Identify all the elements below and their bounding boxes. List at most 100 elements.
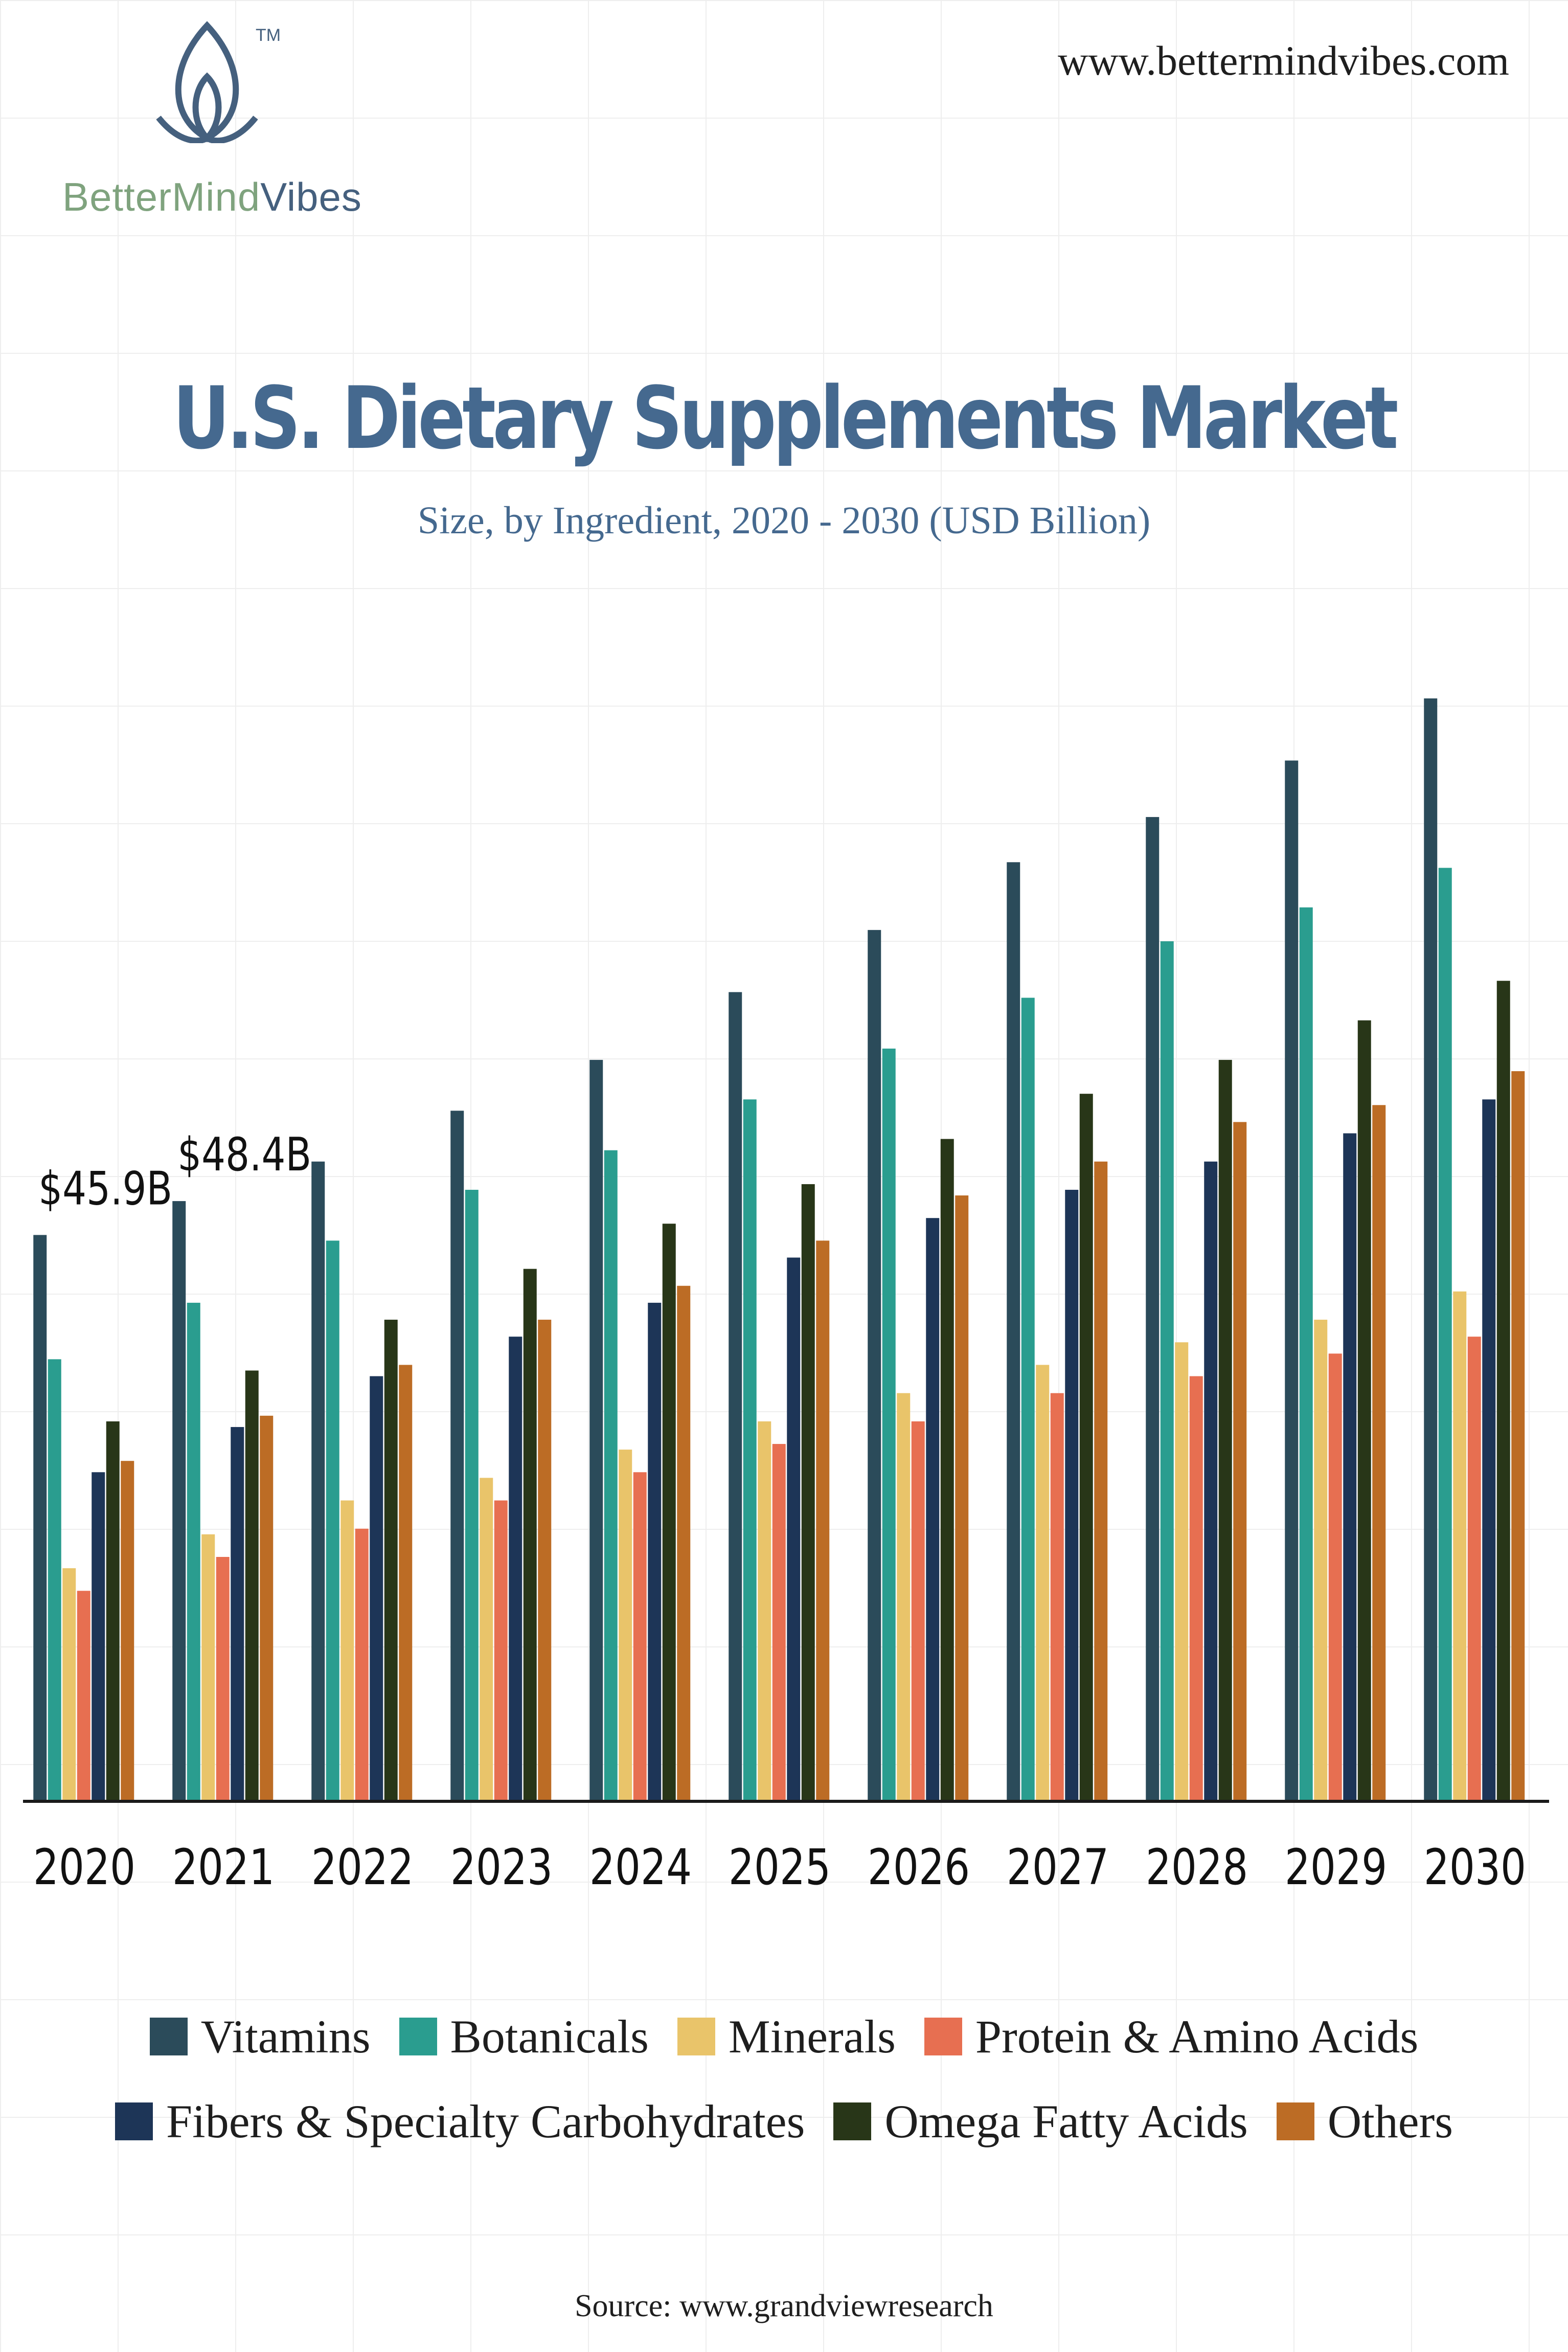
bar bbox=[187, 1302, 200, 1800]
legend-swatch bbox=[833, 2102, 872, 2140]
bar bbox=[340, 1500, 354, 1800]
x-tick-label: 2020 bbox=[33, 1839, 135, 1896]
x-tick-label: 2021 bbox=[172, 1839, 275, 1896]
bar bbox=[911, 1421, 925, 1800]
bar bbox=[589, 1059, 603, 1800]
legend-swatch bbox=[677, 2018, 715, 2055]
website-url: www.bettermindvibes.com bbox=[1058, 37, 1509, 84]
chart-legend: Vitamins Botanicals Minerals Protein & Amin… bbox=[0, 2009, 1568, 2179]
legend-label: Botanicals bbox=[450, 2010, 649, 2063]
bar bbox=[1189, 1376, 1203, 1800]
legend-swatch bbox=[399, 2018, 437, 2055]
bar bbox=[384, 1320, 398, 1800]
legend-swatch bbox=[149, 2018, 188, 2055]
bar bbox=[897, 1393, 911, 1800]
x-tick-label: 2030 bbox=[1424, 1839, 1526, 1896]
bar-chart: 2020 2021 2022 2023 2024 2025 2026 2027 2028 2029… bbox=[23, 698, 1549, 1896]
bar bbox=[882, 1048, 896, 1800]
chart-title: U.S. Dietary Supplements Market bbox=[172, 368, 1399, 468]
bar bbox=[1496, 981, 1510, 1800]
x-tick-label: 2026 bbox=[868, 1839, 970, 1896]
bar bbox=[33, 1235, 47, 1800]
legend-label: Minerals bbox=[728, 2010, 896, 2063]
bar bbox=[1204, 1161, 1218, 1800]
bar bbox=[1314, 1320, 1328, 1800]
bar bbox=[538, 1320, 552, 1800]
bar bbox=[1285, 760, 1299, 1800]
bar bbox=[1343, 1133, 1357, 1800]
bar bbox=[77, 1591, 90, 1800]
bar bbox=[1424, 698, 1438, 1800]
bar bbox=[1438, 868, 1452, 1800]
x-tick-label: 2027 bbox=[1007, 1839, 1109, 1896]
bar bbox=[1467, 1337, 1481, 1800]
bar bbox=[326, 1240, 339, 1800]
bar bbox=[399, 1365, 413, 1800]
bar bbox=[633, 1472, 647, 1800]
bar bbox=[494, 1500, 508, 1800]
bar bbox=[1079, 1094, 1093, 1800]
bar bbox=[48, 1359, 61, 1800]
bar bbox=[787, 1257, 801, 1800]
bar bbox=[1233, 1122, 1247, 1800]
bar bbox=[121, 1461, 134, 1800]
legend-label: Fibers & Specialty Carbohydrates bbox=[166, 2095, 805, 2147]
x-tick-label: 2029 bbox=[1285, 1839, 1387, 1896]
bar bbox=[1021, 998, 1035, 1800]
bar bbox=[1175, 1342, 1189, 1800]
bar bbox=[926, 1218, 940, 1800]
bar bbox=[92, 1472, 105, 1800]
bar bbox=[260, 1415, 274, 1800]
x-tick-label: 2023 bbox=[450, 1839, 553, 1896]
bar bbox=[245, 1370, 259, 1800]
legend-row: Fibers & Specialty Carbohydrates Omega Fa… bbox=[0, 2094, 1568, 2149]
bar bbox=[1036, 1365, 1050, 1800]
bar bbox=[677, 1285, 691, 1800]
x-tick-label: 2028 bbox=[1146, 1839, 1248, 1896]
legend-item: Protein & Amino Acids bbox=[924, 2009, 1418, 2064]
bar bbox=[955, 1195, 969, 1800]
legend-swatch bbox=[924, 2018, 962, 2055]
bar bbox=[355, 1528, 369, 1800]
bar bbox=[868, 930, 881, 1800]
legend-row: Vitamins Botanicals Minerals Protein & Amin… bbox=[0, 2009, 1568, 2064]
bar bbox=[1094, 1161, 1108, 1800]
bar bbox=[1482, 1099, 1496, 1800]
legend-label: Others bbox=[1327, 2095, 1453, 2147]
logo-word-accent: Vibes bbox=[260, 174, 362, 219]
lotus-icon bbox=[156, 21, 258, 143]
bar bbox=[231, 1427, 244, 1800]
bar bbox=[370, 1376, 383, 1800]
bar bbox=[1065, 1189, 1079, 1800]
bar bbox=[1160, 941, 1174, 1800]
bar bbox=[465, 1189, 479, 1800]
legend-label: Omega Fatty Acids bbox=[884, 2095, 1248, 2147]
data-label: $48.4B bbox=[177, 1128, 311, 1182]
bar bbox=[1511, 1071, 1525, 1800]
chart-subtitle: Size, by Ingredient, 2020 - 2030 (USD Bi… bbox=[417, 499, 1151, 542]
legend-item: Others bbox=[1276, 2094, 1453, 2149]
bar bbox=[801, 1184, 815, 1800]
bar bbox=[1218, 1059, 1232, 1800]
bar bbox=[1050, 1393, 1064, 1800]
bar bbox=[1299, 907, 1313, 1800]
logo-word-main: BetterMind bbox=[62, 174, 261, 219]
bar bbox=[172, 1201, 186, 1800]
data-label: $45.9B bbox=[38, 1162, 172, 1215]
source-note: Source: www.grandviewresearch bbox=[575, 2289, 993, 2323]
bar bbox=[450, 1111, 464, 1800]
x-tick-label: 2022 bbox=[311, 1839, 414, 1896]
bar bbox=[940, 1139, 954, 1800]
bar bbox=[216, 1557, 230, 1800]
legend-item: Vitamins bbox=[149, 2009, 371, 2064]
bar bbox=[772, 1444, 786, 1800]
legend-item: Fibers & Specialty Carbohydrates bbox=[115, 2094, 805, 2149]
bar bbox=[729, 992, 742, 1800]
legend-swatch bbox=[115, 2102, 153, 2140]
x-tick-label: 2024 bbox=[589, 1839, 692, 1896]
bar bbox=[523, 1269, 537, 1800]
bar bbox=[743, 1099, 757, 1800]
logo-wordmark: BetterMindVibes bbox=[49, 174, 376, 220]
bar bbox=[1453, 1291, 1467, 1800]
bar bbox=[648, 1302, 662, 1800]
